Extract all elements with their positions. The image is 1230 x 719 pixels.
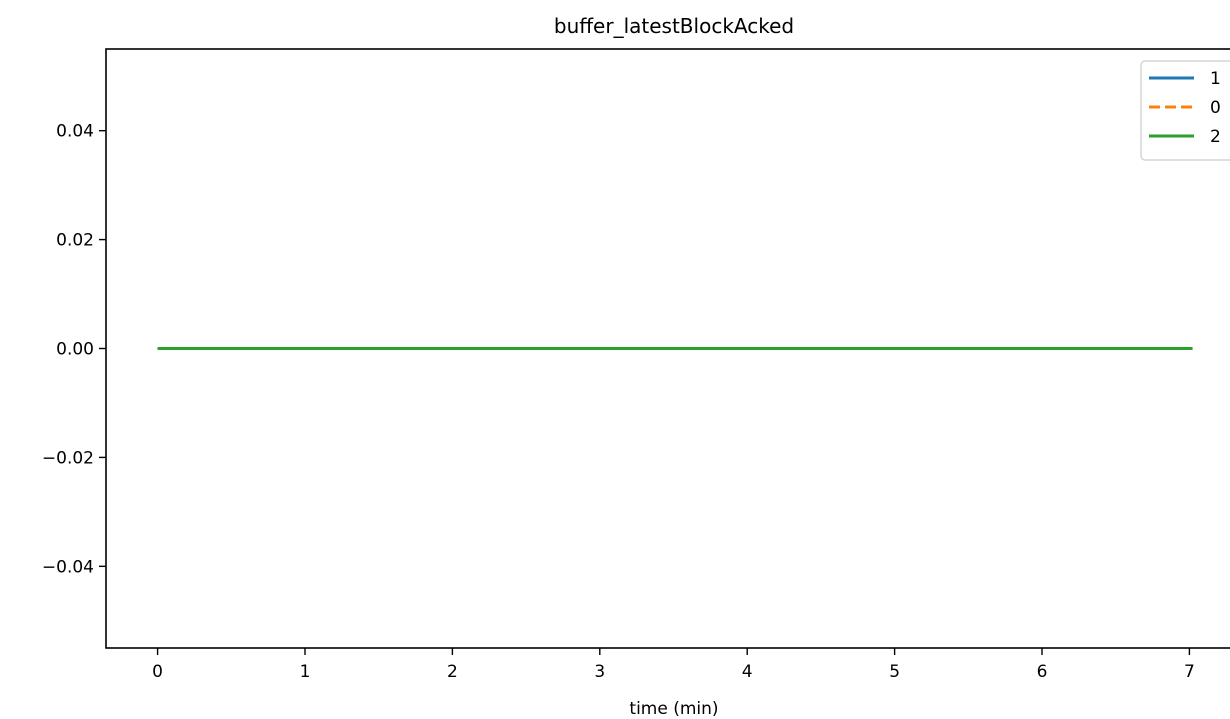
y-axis-ticks: 0.04 0.02 0.00 −0.02 −0.04 [42,122,106,577]
y-tick-label: 0.02 [56,231,94,251]
x-tick-label: 1 [300,662,311,682]
x-tick-label: 2 [447,662,458,682]
x-tick-label: 7 [1184,662,1195,682]
x-tick-label: 5 [889,662,900,682]
chart-title: buffer_latestBlockAcked [554,14,794,38]
y-tick-label: −0.04 [42,557,94,577]
y-tick-label: 0.00 [56,340,94,360]
y-tick-label: 0.04 [56,122,94,142]
x-tick-label: 3 [594,662,605,682]
legend: 1 0 2 [1140,60,1230,161]
y-tick-label: −0.02 [42,448,94,468]
x-axis-ticks: 0 1 2 3 4 5 6 7 [152,648,1195,682]
legend-label-1: 1 [1210,69,1221,89]
x-tick-label: 4 [742,662,753,682]
x-tick-label: 6 [1037,662,1048,682]
x-tick-label: 0 [152,662,163,682]
legend-label-2: 2 [1210,127,1221,147]
legend-label-0: 0 [1210,98,1221,118]
x-axis-label: time (min) [629,699,718,719]
